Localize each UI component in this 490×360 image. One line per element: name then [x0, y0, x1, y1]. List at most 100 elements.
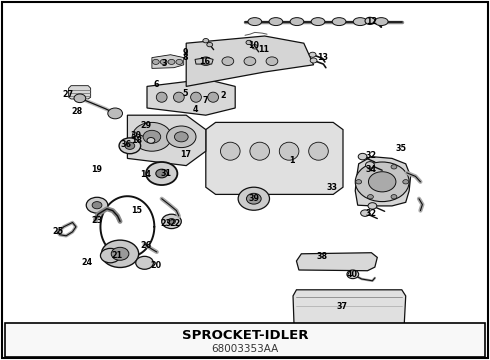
- Polygon shape: [296, 253, 377, 271]
- Text: 37: 37: [337, 302, 347, 311]
- Circle shape: [368, 172, 396, 192]
- Circle shape: [252, 45, 258, 49]
- Text: 7: 7: [202, 96, 208, 105]
- Circle shape: [356, 180, 362, 184]
- Text: 10: 10: [248, 40, 259, 49]
- Circle shape: [365, 17, 375, 24]
- Text: 30: 30: [131, 130, 142, 139]
- Circle shape: [108, 108, 122, 119]
- Circle shape: [125, 142, 135, 149]
- Circle shape: [355, 162, 409, 202]
- Text: 17: 17: [180, 150, 191, 159]
- Text: 3: 3: [161, 58, 167, 68]
- Circle shape: [167, 126, 196, 148]
- Ellipse shape: [309, 142, 328, 160]
- Circle shape: [368, 165, 373, 169]
- Text: 4: 4: [192, 105, 198, 114]
- Circle shape: [136, 256, 153, 269]
- Text: 13: 13: [317, 53, 328, 62]
- Circle shape: [156, 169, 168, 178]
- Ellipse shape: [156, 92, 167, 102]
- Circle shape: [361, 210, 369, 216]
- Text: 18: 18: [131, 136, 142, 145]
- Text: 25: 25: [52, 227, 63, 236]
- Circle shape: [200, 57, 212, 66]
- Circle shape: [246, 193, 261, 204]
- Polygon shape: [69, 86, 91, 99]
- Polygon shape: [206, 122, 343, 194]
- Text: 19: 19: [92, 165, 102, 174]
- Circle shape: [74, 94, 86, 103]
- Ellipse shape: [332, 18, 346, 26]
- Circle shape: [162, 214, 181, 229]
- Text: 23: 23: [160, 219, 171, 228]
- Text: 34: 34: [366, 165, 377, 174]
- Circle shape: [238, 187, 270, 210]
- FancyBboxPatch shape: [5, 323, 485, 357]
- Circle shape: [111, 247, 129, 260]
- Ellipse shape: [250, 142, 270, 160]
- Polygon shape: [355, 157, 411, 206]
- Polygon shape: [147, 79, 235, 115]
- Circle shape: [146, 162, 177, 185]
- Circle shape: [119, 138, 141, 154]
- Polygon shape: [127, 115, 206, 166]
- Ellipse shape: [191, 92, 201, 102]
- Circle shape: [368, 203, 377, 209]
- Text: 40: 40: [346, 270, 357, 279]
- Polygon shape: [293, 290, 406, 327]
- Text: 11: 11: [258, 45, 269, 54]
- Ellipse shape: [311, 18, 325, 26]
- Text: 29: 29: [141, 122, 151, 130]
- Ellipse shape: [279, 142, 299, 160]
- Text: 1: 1: [289, 156, 294, 165]
- Circle shape: [168, 219, 175, 224]
- Text: 32: 32: [366, 151, 377, 160]
- Ellipse shape: [208, 92, 219, 102]
- Text: 21: 21: [111, 251, 122, 260]
- Circle shape: [207, 42, 213, 47]
- Circle shape: [143, 130, 161, 143]
- Ellipse shape: [269, 18, 283, 26]
- Text: 15: 15: [131, 206, 142, 215]
- Circle shape: [203, 39, 209, 43]
- Circle shape: [174, 132, 188, 142]
- Circle shape: [403, 180, 409, 184]
- Circle shape: [222, 57, 234, 66]
- Circle shape: [132, 122, 172, 151]
- Circle shape: [266, 57, 278, 66]
- Polygon shape: [195, 58, 213, 64]
- Circle shape: [176, 59, 183, 64]
- Circle shape: [358, 153, 367, 160]
- Text: 24: 24: [82, 258, 93, 267]
- Circle shape: [347, 270, 359, 279]
- Text: 14: 14: [141, 170, 151, 179]
- Circle shape: [391, 165, 397, 169]
- Circle shape: [92, 202, 102, 209]
- Ellipse shape: [173, 92, 184, 102]
- Ellipse shape: [220, 142, 240, 160]
- Circle shape: [366, 162, 374, 168]
- Text: SPROCKET-IDLER: SPROCKET-IDLER: [182, 329, 308, 342]
- Ellipse shape: [374, 18, 388, 26]
- Text: 32: 32: [366, 209, 377, 217]
- Text: 20: 20: [150, 261, 161, 270]
- Text: 31: 31: [160, 169, 171, 178]
- Circle shape: [244, 57, 256, 66]
- Text: 6: 6: [153, 80, 159, 89]
- Text: 35: 35: [395, 144, 406, 153]
- Circle shape: [100, 248, 120, 263]
- Polygon shape: [186, 36, 314, 86]
- Text: 5: 5: [182, 89, 188, 98]
- Circle shape: [391, 195, 397, 199]
- Text: 2: 2: [220, 91, 226, 100]
- Text: 26: 26: [141, 241, 151, 250]
- Text: 39: 39: [248, 194, 259, 203]
- Circle shape: [147, 138, 155, 143]
- Text: 28: 28: [72, 107, 83, 116]
- Ellipse shape: [248, 18, 262, 26]
- Text: 8: 8: [182, 53, 188, 62]
- Text: 12: 12: [366, 17, 377, 26]
- Text: 23: 23: [92, 216, 102, 225]
- Text: 22: 22: [170, 219, 181, 228]
